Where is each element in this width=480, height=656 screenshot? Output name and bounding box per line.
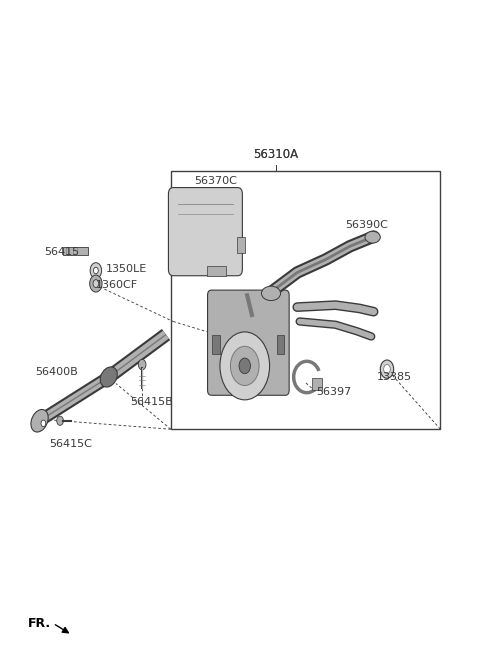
FancyBboxPatch shape <box>207 290 289 396</box>
Text: 56400B: 56400B <box>35 367 78 377</box>
Text: 56415C: 56415C <box>49 439 92 449</box>
Text: 56310A: 56310A <box>253 148 299 161</box>
Circle shape <box>57 416 63 425</box>
Text: 56415B: 56415B <box>130 397 173 407</box>
Text: 56397: 56397 <box>316 387 352 397</box>
Text: 1350LE: 1350LE <box>106 264 147 274</box>
Bar <box>212 335 220 354</box>
Ellipse shape <box>365 232 380 243</box>
Circle shape <box>138 359 146 370</box>
Circle shape <box>380 360 394 379</box>
Circle shape <box>384 365 390 374</box>
Ellipse shape <box>31 409 48 432</box>
Circle shape <box>239 358 251 374</box>
FancyBboxPatch shape <box>168 188 242 276</box>
Bar <box>237 237 245 253</box>
Ellipse shape <box>262 286 281 300</box>
Bar <box>171 171 441 429</box>
Circle shape <box>90 275 102 292</box>
Text: 56390C: 56390C <box>345 220 388 230</box>
Text: 56370C: 56370C <box>195 176 238 186</box>
Bar <box>206 266 226 276</box>
Circle shape <box>90 262 102 278</box>
Circle shape <box>220 332 270 400</box>
Ellipse shape <box>100 367 117 387</box>
Bar <box>277 335 284 354</box>
Circle shape <box>94 267 98 274</box>
Bar <box>63 247 88 255</box>
Text: 13385: 13385 <box>376 373 412 382</box>
Text: 56310A: 56310A <box>253 148 299 161</box>
Bar <box>312 379 322 390</box>
Circle shape <box>41 420 46 426</box>
Text: FR.: FR. <box>28 617 51 630</box>
Circle shape <box>230 346 259 386</box>
Text: 1360CF: 1360CF <box>96 280 138 290</box>
Text: 56415: 56415 <box>44 247 80 257</box>
Circle shape <box>93 279 99 287</box>
